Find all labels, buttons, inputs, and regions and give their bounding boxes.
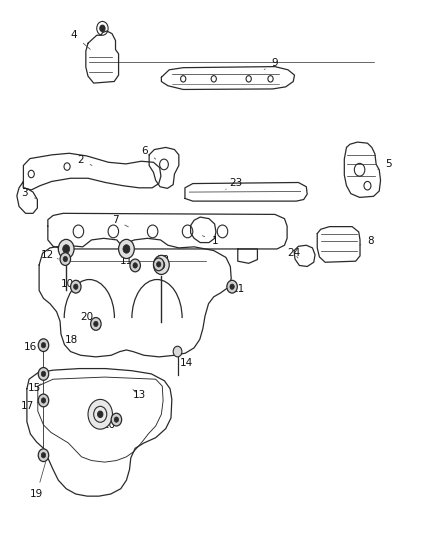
Text: 12: 12 [41, 250, 58, 260]
Text: 7: 7 [112, 215, 128, 227]
Text: 20: 20 [102, 420, 116, 430]
Text: 5: 5 [378, 159, 392, 169]
Circle shape [111, 413, 122, 426]
Circle shape [88, 399, 113, 429]
Circle shape [38, 449, 49, 462]
Circle shape [38, 339, 49, 352]
Circle shape [114, 417, 119, 422]
Circle shape [94, 321, 98, 327]
Circle shape [74, 284, 78, 289]
Circle shape [38, 368, 49, 380]
Text: 12: 12 [156, 255, 170, 265]
Text: 8: 8 [360, 236, 374, 246]
Text: 3: 3 [21, 188, 35, 198]
Text: 2: 2 [77, 155, 92, 165]
Circle shape [153, 255, 169, 274]
Text: 1: 1 [202, 236, 218, 246]
Circle shape [63, 245, 70, 253]
Text: 14: 14 [180, 355, 193, 368]
Circle shape [158, 261, 165, 269]
Text: 9: 9 [264, 59, 278, 69]
Circle shape [41, 453, 46, 458]
Text: 24: 24 [287, 248, 301, 258]
Text: 19: 19 [30, 462, 46, 499]
Text: 23: 23 [226, 177, 242, 189]
Circle shape [227, 280, 237, 293]
Circle shape [41, 343, 46, 348]
Text: 13: 13 [133, 390, 146, 400]
Text: 10: 10 [60, 279, 78, 288]
Circle shape [91, 318, 101, 330]
Circle shape [98, 411, 103, 417]
Text: 20: 20 [81, 312, 94, 322]
Circle shape [41, 398, 46, 403]
Text: 4: 4 [71, 30, 90, 50]
Circle shape [38, 394, 49, 407]
Circle shape [100, 25, 105, 31]
Text: 11: 11 [120, 256, 133, 266]
Circle shape [60, 253, 71, 265]
Circle shape [58, 239, 74, 259]
Circle shape [130, 259, 141, 272]
Text: 17: 17 [21, 401, 38, 411]
Circle shape [123, 245, 130, 253]
Text: 16: 16 [24, 342, 42, 352]
Text: 11: 11 [232, 284, 245, 294]
Text: 15: 15 [28, 383, 41, 393]
Circle shape [71, 280, 81, 293]
Circle shape [63, 256, 67, 262]
Circle shape [133, 263, 138, 268]
Circle shape [173, 346, 182, 357]
Text: 6: 6 [141, 146, 155, 159]
Circle shape [119, 239, 134, 259]
Text: 18: 18 [65, 335, 78, 345]
Circle shape [153, 258, 164, 271]
Circle shape [41, 371, 46, 376]
Circle shape [156, 262, 161, 267]
Circle shape [230, 284, 234, 289]
